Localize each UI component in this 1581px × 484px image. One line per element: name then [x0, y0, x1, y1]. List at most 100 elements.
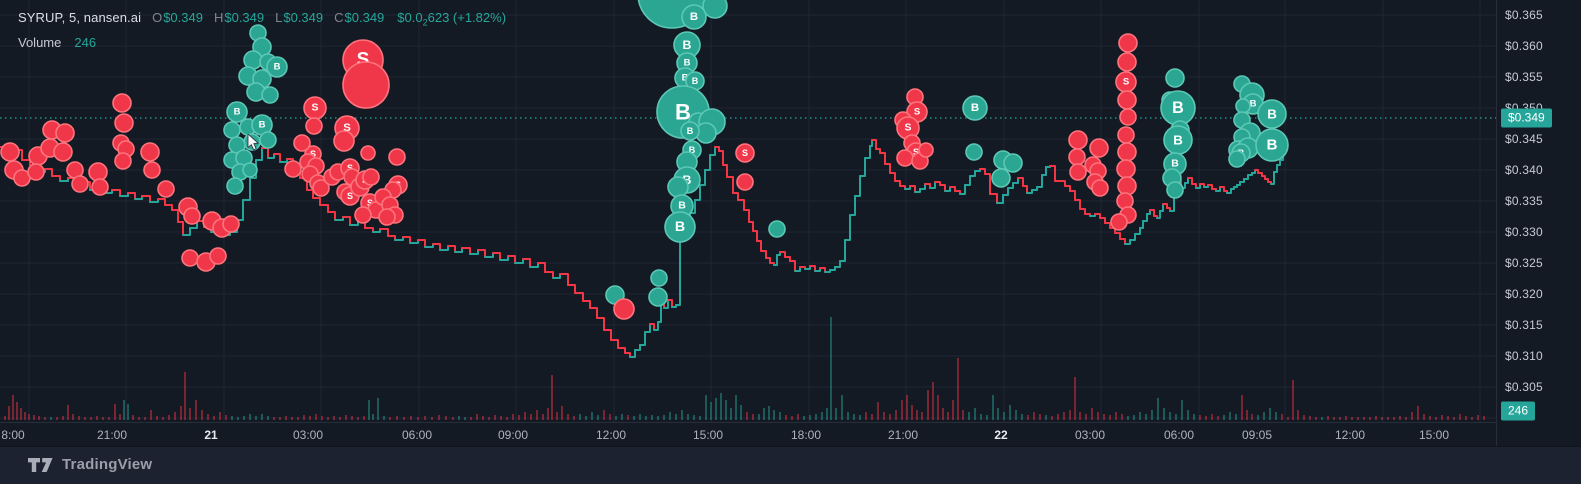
volume-bar: [573, 416, 575, 420]
footer-bar: TradingView: [0, 446, 1581, 484]
volume-bar: [1169, 412, 1171, 420]
time-axis[interactable]: 8:00 21:00 21 03:00 06:00 09:00 12:00 15:00 18:0…: [0, 422, 1496, 447]
price-line-segment: [157, 198, 166, 206]
trade-bubble-sell: [114, 113, 134, 133]
volume-bar: [705, 395, 707, 420]
trade-bubble-sell: [222, 215, 240, 233]
volume-bar: [1375, 416, 1377, 420]
volume-bar: [952, 400, 954, 420]
volume-bar: [1471, 417, 1473, 420]
volume-bar: [1399, 416, 1401, 420]
volume-bar: [368, 400, 370, 420]
price-line-segment: [279, 158, 288, 163]
volume-bar: [992, 395, 994, 420]
price-line-segment: [617, 347, 626, 354]
volume-bar: [327, 417, 329, 420]
price-line-segment: [402, 236, 411, 244]
volume-bar: [174, 412, 176, 420]
price-line-segment: [1022, 185, 1028, 194]
price-line-segment: [454, 247, 463, 253]
tradingview-logo-icon: [28, 457, 53, 472]
volume-bar: [132, 415, 134, 420]
volume-bar: [1257, 415, 1259, 420]
price-axis-label: $0.330: [1505, 225, 1543, 239]
time-axis-label: 09:00: [497, 428, 529, 442]
volume-bar: [237, 417, 239, 420]
volume-bar: [536, 410, 538, 420]
volume-bar: [681, 410, 683, 420]
volume-bar: [255, 416, 257, 420]
volume-badge: 246: [1501, 401, 1536, 421]
trade-bubble-sell: [140, 142, 160, 162]
volume-bar: [168, 415, 170, 420]
buy-bubble-label: B: [1267, 137, 1278, 154]
volume-bar: [927, 390, 929, 420]
price-line-segment: [794, 266, 801, 272]
price-line-segment: [819, 267, 826, 273]
volume-bar: [261, 414, 263, 420]
trade-bubble-sell: [333, 130, 355, 152]
volume-bar: [1009, 405, 1011, 420]
volume-bar: [1109, 415, 1111, 420]
price-axis-label: $0.340: [1505, 163, 1543, 177]
volume-bar: [1281, 414, 1283, 420]
trade-bubble-sell: [71, 175, 89, 193]
volume-bar: [561, 406, 563, 420]
price-line-segment: [1243, 174, 1249, 180]
price-line-segment: [589, 307, 598, 319]
time-axis-label: 03:00: [1074, 428, 1106, 442]
price-axis-label: $0.325: [1505, 256, 1543, 270]
price-line-segment: [1134, 227, 1141, 235]
price-line-segment: [544, 271, 554, 279]
price-axis[interactable]: $0.305 $0.310 $0.315 $0.320 $0.325 $0.330 $0.3…: [1496, 0, 1581, 446]
trade-bubble-sell: [305, 117, 323, 135]
tradingview-logo[interactable]: TradingView: [28, 456, 152, 473]
buy-bubble-label: B: [1267, 107, 1277, 122]
trade-bubble-sell: [1118, 33, 1138, 53]
trade-bubble-sell: [114, 152, 132, 170]
volume-bar: [1015, 410, 1017, 420]
buy-bubble-label: B: [675, 219, 685, 235]
volume-bar: [1483, 416, 1485, 420]
volume-bar: [715, 398, 717, 420]
trade-bubble-sell: [896, 149, 914, 167]
price-line-segment: [1079, 208, 1086, 215]
volume-bar: [273, 417, 275, 420]
volume-bar: [1133, 415, 1135, 420]
time-axis-day-label: 21: [204, 428, 218, 442]
chart-plot-area[interactable]: BBBSSSSSSSSSBBBBBBBBBBBSSSSBSBBBBBBB: [0, 0, 1496, 422]
volume-bar: [651, 415, 653, 420]
trade-bubble-buy: [965, 143, 983, 161]
price-line-segment: [949, 186, 956, 192]
volume-bar: [357, 417, 359, 420]
volume-bar: [291, 417, 293, 420]
volume-bar: [1103, 414, 1105, 420]
volume-bar: [932, 382, 934, 420]
volume-bar: [1027, 415, 1029, 420]
buy-bubble-label: B: [1171, 159, 1179, 170]
price-line-segment: [582, 300, 591, 309]
mouse-cursor: [247, 133, 260, 156]
price-line-segment: [714, 146, 720, 152]
trade-bubble-sell: [918, 142, 934, 158]
volume-bar: [90, 417, 92, 420]
trade-bubble-sell: [1117, 90, 1137, 110]
trade-bubble-buy: [991, 168, 1011, 188]
volume-bar: [24, 412, 26, 420]
volume-bar: [1269, 408, 1271, 420]
buy-bubble-label: B: [234, 107, 241, 118]
price-line-segment: [969, 170, 976, 177]
buy-bubble-label: B: [1250, 99, 1257, 110]
chart-legend: SYRUP, 5, nansen.ai O$0.349 H$0.349 L$0.…: [18, 8, 506, 53]
price-line-segment: [177, 221, 184, 236]
volume-bar: [285, 416, 287, 420]
time-axis-day-label: 22: [994, 428, 1008, 442]
volume-bar: [1181, 400, 1183, 420]
volume-bar: [627, 415, 629, 420]
price-line-segment: [1191, 183, 1197, 189]
volume-bar: [50, 417, 52, 420]
volume-bar: [123, 400, 125, 420]
price-line-segment: [334, 216, 344, 221]
chart-canvas[interactable]: BBBSSSSSSSSSBBBBBBBBBBBSSSSBSBBBBBBB SYR…: [0, 0, 1496, 422]
